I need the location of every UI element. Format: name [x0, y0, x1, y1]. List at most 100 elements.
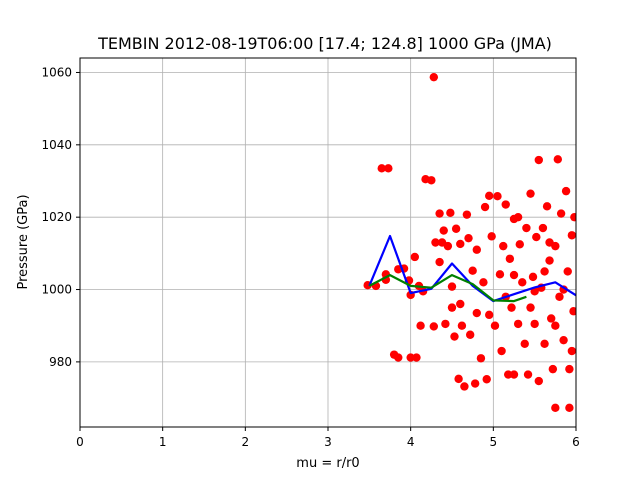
scatter-point [447, 282, 457, 291]
scatter-point [485, 191, 494, 201]
scatter-point [526, 189, 535, 198]
scatter-point [534, 155, 543, 165]
x-tick-label: 6 [572, 435, 580, 449]
scatter-point [487, 232, 496, 241]
scatter-point [522, 223, 531, 233]
scatter-point [542, 202, 552, 211]
scatter-point [472, 245, 481, 254]
scatter-point [565, 403, 574, 413]
scatter-point [515, 240, 524, 249]
scatter-point [570, 212, 576, 222]
scatter-point [456, 239, 465, 249]
scatter-point [456, 299, 465, 309]
x-tick-label: 2 [242, 435, 250, 449]
scatter-point [548, 364, 558, 374]
scatter-point [465, 330, 475, 339]
scatter-point [555, 292, 564, 301]
scatter-point [520, 339, 529, 348]
scatter-point [443, 241, 453, 251]
scatter-point [479, 278, 488, 287]
scatter-point [482, 375, 491, 384]
scatter-point [513, 319, 523, 329]
y-tick-label: 1020 [41, 210, 72, 224]
x-tick-label: 1 [159, 435, 167, 449]
scatter-point [480, 202, 490, 212]
scatter-point [412, 353, 421, 362]
scatter-point [439, 226, 448, 235]
scatter-point [505, 254, 515, 263]
scatter-point [476, 354, 486, 363]
scatter-point [547, 314, 556, 323]
scatter-point [538, 223, 548, 233]
scatter-point [545, 238, 554, 247]
scatter-point [528, 272, 538, 282]
y-tick-label: 1060 [41, 65, 72, 79]
scatter-point [513, 212, 523, 222]
scatter-point [462, 210, 472, 219]
scatter-point [565, 364, 574, 374]
scatter-point [563, 267, 572, 276]
scatter-point [429, 322, 439, 331]
scatter-point [468, 266, 477, 275]
scatter-point [551, 403, 560, 413]
scatter-point [384, 164, 393, 173]
scatter-point [429, 72, 439, 82]
scatter-point [559, 335, 568, 345]
scatter-point [447, 303, 457, 312]
scatter-point [509, 270, 519, 280]
scatter-point [472, 308, 481, 318]
scatter-point [523, 370, 533, 379]
y-axis-label: Pressure (GPa) [16, 194, 31, 289]
scatter-point [495, 270, 505, 279]
scatter-point [416, 321, 425, 330]
scatter-point [470, 379, 480, 388]
grid-lines [79, 58, 577, 427]
scatter-point [518, 278, 527, 287]
scatter-point [553, 155, 563, 164]
scatter-point [457, 321, 467, 330]
scatter-point [435, 209, 444, 218]
y-axis: 980 1000 1020 1040 1060 [41, 65, 80, 369]
scatter-point [441, 319, 450, 329]
scatter-point [509, 370, 519, 379]
x-tick-label: 3 [324, 435, 332, 449]
scatter-point [567, 231, 576, 240]
scatter-point [450, 332, 459, 341]
scatter-point [490, 321, 500, 330]
scatter-point [504, 370, 513, 379]
scatter-point [446, 208, 455, 218]
scatter-point [493, 191, 502, 201]
scatter-point [534, 376, 543, 386]
scatter-point [431, 238, 440, 247]
x-tick-label: 5 [490, 435, 498, 449]
blue-series-line [368, 234, 576, 303]
scatter-point [569, 307, 576, 316]
scatter-point [454, 374, 463, 384]
scatter-point [451, 224, 461, 233]
scatter-point [556, 209, 566, 218]
scatter-point [532, 232, 541, 242]
x-axis: 0 1 2 3 4 5 6 [76, 427, 580, 449]
green-series-line [368, 274, 527, 303]
scatter-point [530, 319, 539, 329]
scatter-point [507, 303, 516, 312]
scatter-point [545, 256, 554, 265]
scatter-point [499, 241, 508, 251]
y-tick-label: 1040 [41, 138, 72, 152]
x-tick-label: 0 [76, 435, 84, 449]
scatter-point [460, 382, 469, 391]
scatter-point [485, 310, 494, 320]
scatter-point [410, 252, 419, 262]
scatter-point [406, 353, 415, 362]
scatter-point [501, 200, 510, 209]
plot-area [363, 72, 576, 413]
scatter-point [567, 346, 576, 356]
scatter-point [394, 353, 403, 362]
scatter-point [526, 303, 535, 312]
chart-title: TEMBIN 2012-08-19T06:00 [17.4; 124.8] 10… [97, 34, 552, 53]
y-tick-label: 980 [49, 355, 72, 369]
y-tick-label: 1000 [41, 283, 72, 297]
scatter-point [540, 339, 549, 348]
